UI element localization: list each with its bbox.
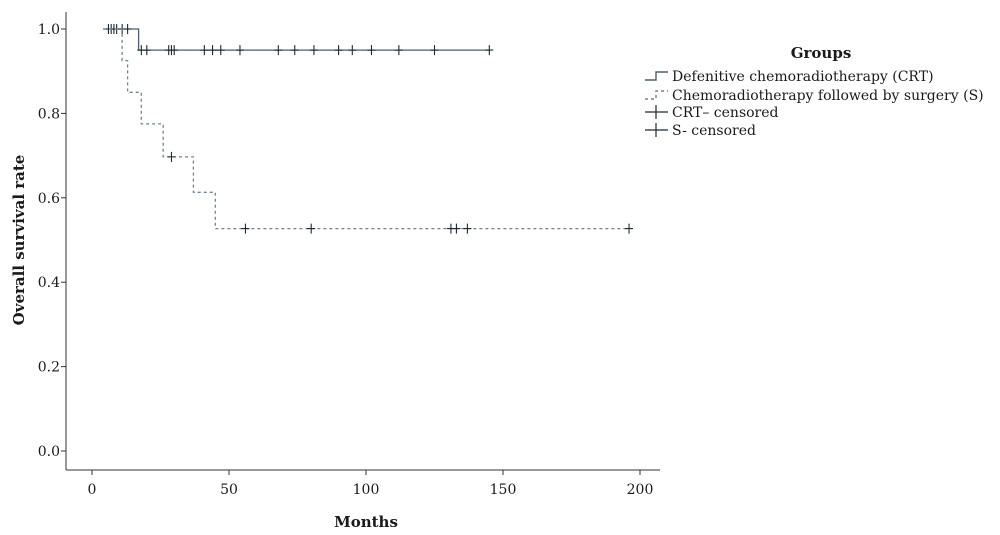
censor-mark-crt — [290, 45, 299, 56]
censor-mark-crt — [208, 45, 217, 56]
censor-mark-crt — [274, 45, 283, 56]
legend-entry: Chemoradiotherapy followed by surgery (S… — [645, 88, 984, 104]
censor-mark-crt — [430, 45, 439, 56]
y-tick-label: 0.6 — [38, 191, 60, 207]
legend-title: Groups — [791, 44, 852, 62]
censor-mark-crt — [235, 45, 244, 56]
series-line-crt — [103, 28, 490, 51]
plot-area — [103, 24, 634, 234]
censor-mark-crt — [367, 45, 376, 56]
censor-mark-s — [625, 223, 634, 234]
y-tick-label: 0.0 — [38, 444, 60, 460]
legend: Groups Defenitive chemoradiotherapy (CRT)… — [645, 44, 984, 139]
censor-mark-crt — [348, 45, 357, 56]
censor-mark-crt — [142, 45, 151, 56]
legend-label: Chemoradiotherapy followed by surgery (S… — [672, 88, 984, 104]
censor-mark-crt — [309, 45, 318, 56]
x-tick-label: 0 — [88, 482, 97, 498]
legend-label: S- censored — [672, 123, 756, 139]
censor-mark-s — [241, 223, 250, 234]
legend-entry: S- censored — [645, 123, 756, 139]
x-tick-label: 50 — [220, 482, 238, 498]
censor-mark-crt — [394, 45, 403, 56]
y-tick-label: 0.2 — [38, 360, 60, 376]
y-axis-title: Overall survival rate — [10, 155, 28, 326]
x-tick-label: 200 — [627, 482, 654, 498]
legend-symbol-solid-step — [645, 71, 668, 81]
censor-mark-s — [463, 223, 472, 234]
y-tick-label: 0.4 — [38, 275, 60, 291]
censor-mark-crt — [216, 45, 225, 56]
censor-mark-s — [307, 223, 316, 234]
legend-entry: CRT– censored — [645, 105, 779, 121]
y-tick-label: 0.8 — [38, 106, 60, 122]
censor-mark-s — [452, 223, 461, 234]
censor-mark-crt — [485, 45, 494, 56]
x-axis-title: Months — [334, 513, 398, 531]
x-tick-label: 150 — [490, 482, 517, 498]
legend-symbol-censor — [645, 105, 668, 119]
x-tick-label: 100 — [353, 482, 380, 498]
censor-mark-s — [167, 151, 176, 162]
series-line-s — [103, 28, 629, 230]
censor-mark-crt — [170, 45, 179, 56]
censor-mark-crt — [334, 45, 343, 56]
censor-mark-crt — [200, 45, 209, 56]
censor-mark-crt — [123, 24, 132, 34]
legend-entry: Defenitive chemoradiotherapy (CRT) — [645, 69, 934, 85]
y-tick-label: 1.0 — [38, 22, 60, 38]
axes: 0 50 100 150 200 0.0 0.2 0.4 0.6 0.8 1.0 — [38, 12, 660, 498]
legend-symbol-censor — [645, 123, 668, 137]
legend-label: CRT– censored — [672, 105, 779, 121]
legend-symbol-dotted-step — [645, 90, 668, 100]
legend-label: Defenitive chemoradiotherapy (CRT) — [672, 69, 934, 85]
